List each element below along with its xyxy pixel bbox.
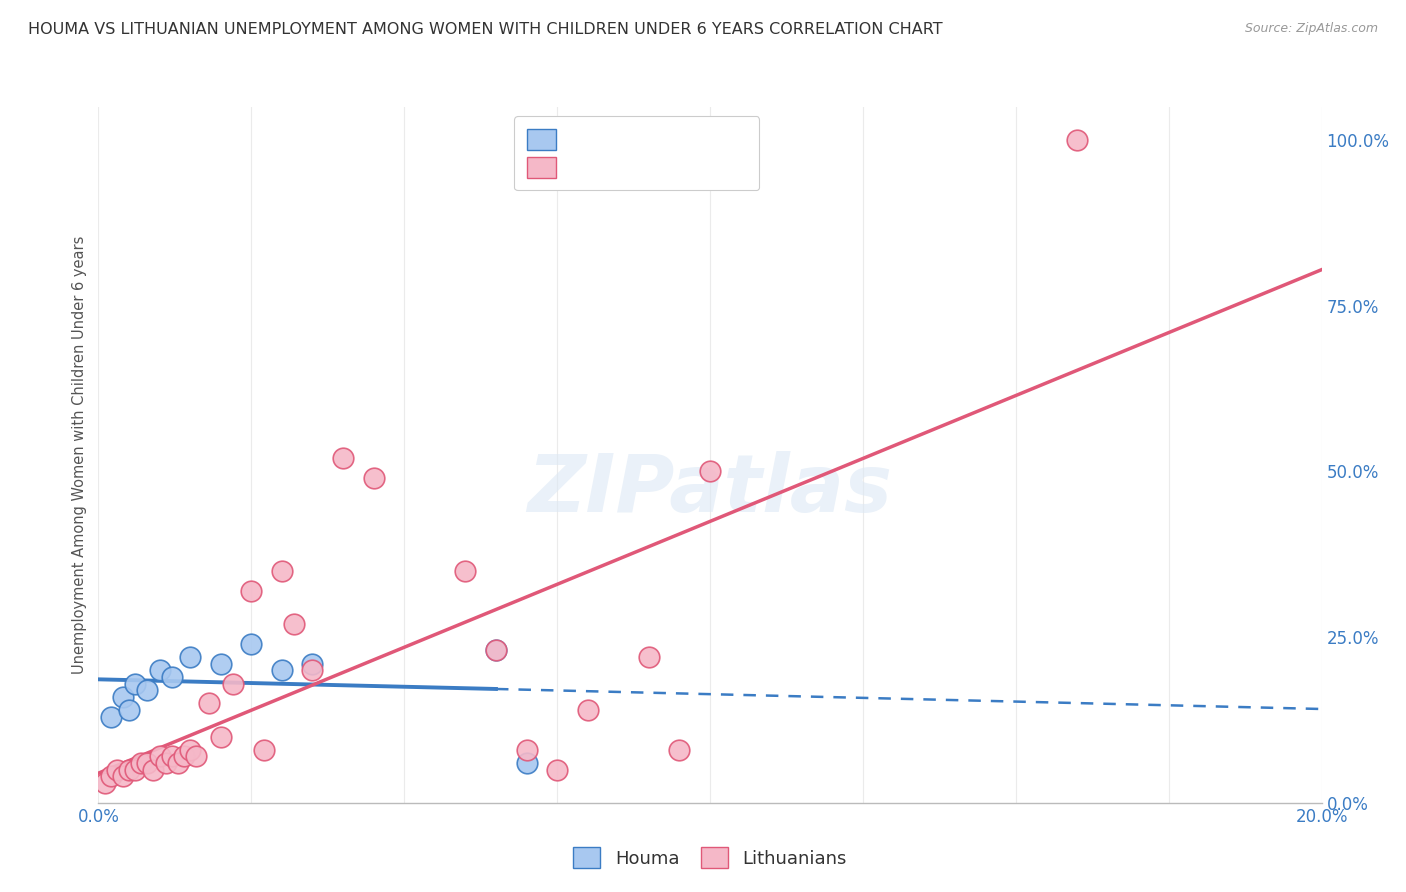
- Point: [209, 730, 232, 744]
- Point: [1066, 133, 1088, 147]
- Point: [118, 703, 141, 717]
- Text: HOUMA VS LITHUANIAN UNEMPLOYMENT AMONG WOMEN WITH CHILDREN UNDER 6 YEARS CORRELA: HOUMA VS LITHUANIAN UNEMPLOYMENT AMONG W…: [28, 22, 943, 37]
- Point: [136, 683, 159, 698]
- Point: [576, 703, 599, 717]
- Point: [155, 756, 177, 770]
- Point: [209, 657, 232, 671]
- Point: [111, 690, 134, 704]
- Point: [149, 663, 172, 677]
- Text: 0.133: 0.133: [630, 121, 686, 139]
- Point: [485, 643, 508, 657]
- Point: [283, 616, 305, 631]
- Y-axis label: Unemployment Among Women with Children Under 6 years: Unemployment Among Women with Children U…: [72, 235, 87, 674]
- Text: N =: N =: [686, 167, 727, 186]
- Point: [160, 670, 183, 684]
- Point: [186, 749, 208, 764]
- Point: [100, 769, 122, 783]
- Point: [668, 743, 690, 757]
- Point: [167, 756, 190, 770]
- Point: [111, 769, 134, 783]
- Point: [136, 756, 159, 770]
- Point: [142, 763, 165, 777]
- Point: [546, 763, 568, 777]
- Point: [516, 756, 538, 770]
- Point: [240, 637, 263, 651]
- Point: [270, 564, 292, 578]
- Point: [222, 676, 245, 690]
- Text: 14: 14: [733, 121, 758, 139]
- Point: [124, 676, 146, 690]
- Point: [179, 743, 201, 757]
- Point: [197, 697, 219, 711]
- Point: [179, 650, 201, 665]
- Point: [485, 643, 508, 657]
- Point: [363, 471, 385, 485]
- Point: [118, 763, 141, 777]
- Point: [173, 749, 195, 764]
- Point: [129, 756, 152, 770]
- Point: [105, 763, 128, 777]
- Point: [93, 776, 115, 790]
- Text: 0.697: 0.697: [630, 167, 686, 186]
- Legend: Houma, Lithuanians: Houma, Lithuanians: [564, 838, 856, 877]
- Text: ZIPatlas: ZIPatlas: [527, 450, 893, 529]
- Point: [301, 663, 323, 677]
- Point: [270, 663, 292, 677]
- Point: [516, 743, 538, 757]
- Point: [637, 650, 661, 665]
- Point: [100, 709, 122, 723]
- Point: [332, 451, 354, 466]
- Text: R =: R =: [574, 121, 613, 139]
- Point: [124, 763, 146, 777]
- Text: 35: 35: [733, 167, 758, 186]
- Point: [454, 564, 477, 578]
- Text: R =: R =: [574, 167, 613, 186]
- Point: [252, 743, 274, 757]
- Point: [240, 583, 263, 598]
- Point: [149, 749, 172, 764]
- Point: [699, 465, 721, 479]
- Text: Source: ZipAtlas.com: Source: ZipAtlas.com: [1244, 22, 1378, 36]
- Point: [301, 657, 323, 671]
- Text: N =: N =: [686, 121, 727, 139]
- Point: [160, 749, 183, 764]
